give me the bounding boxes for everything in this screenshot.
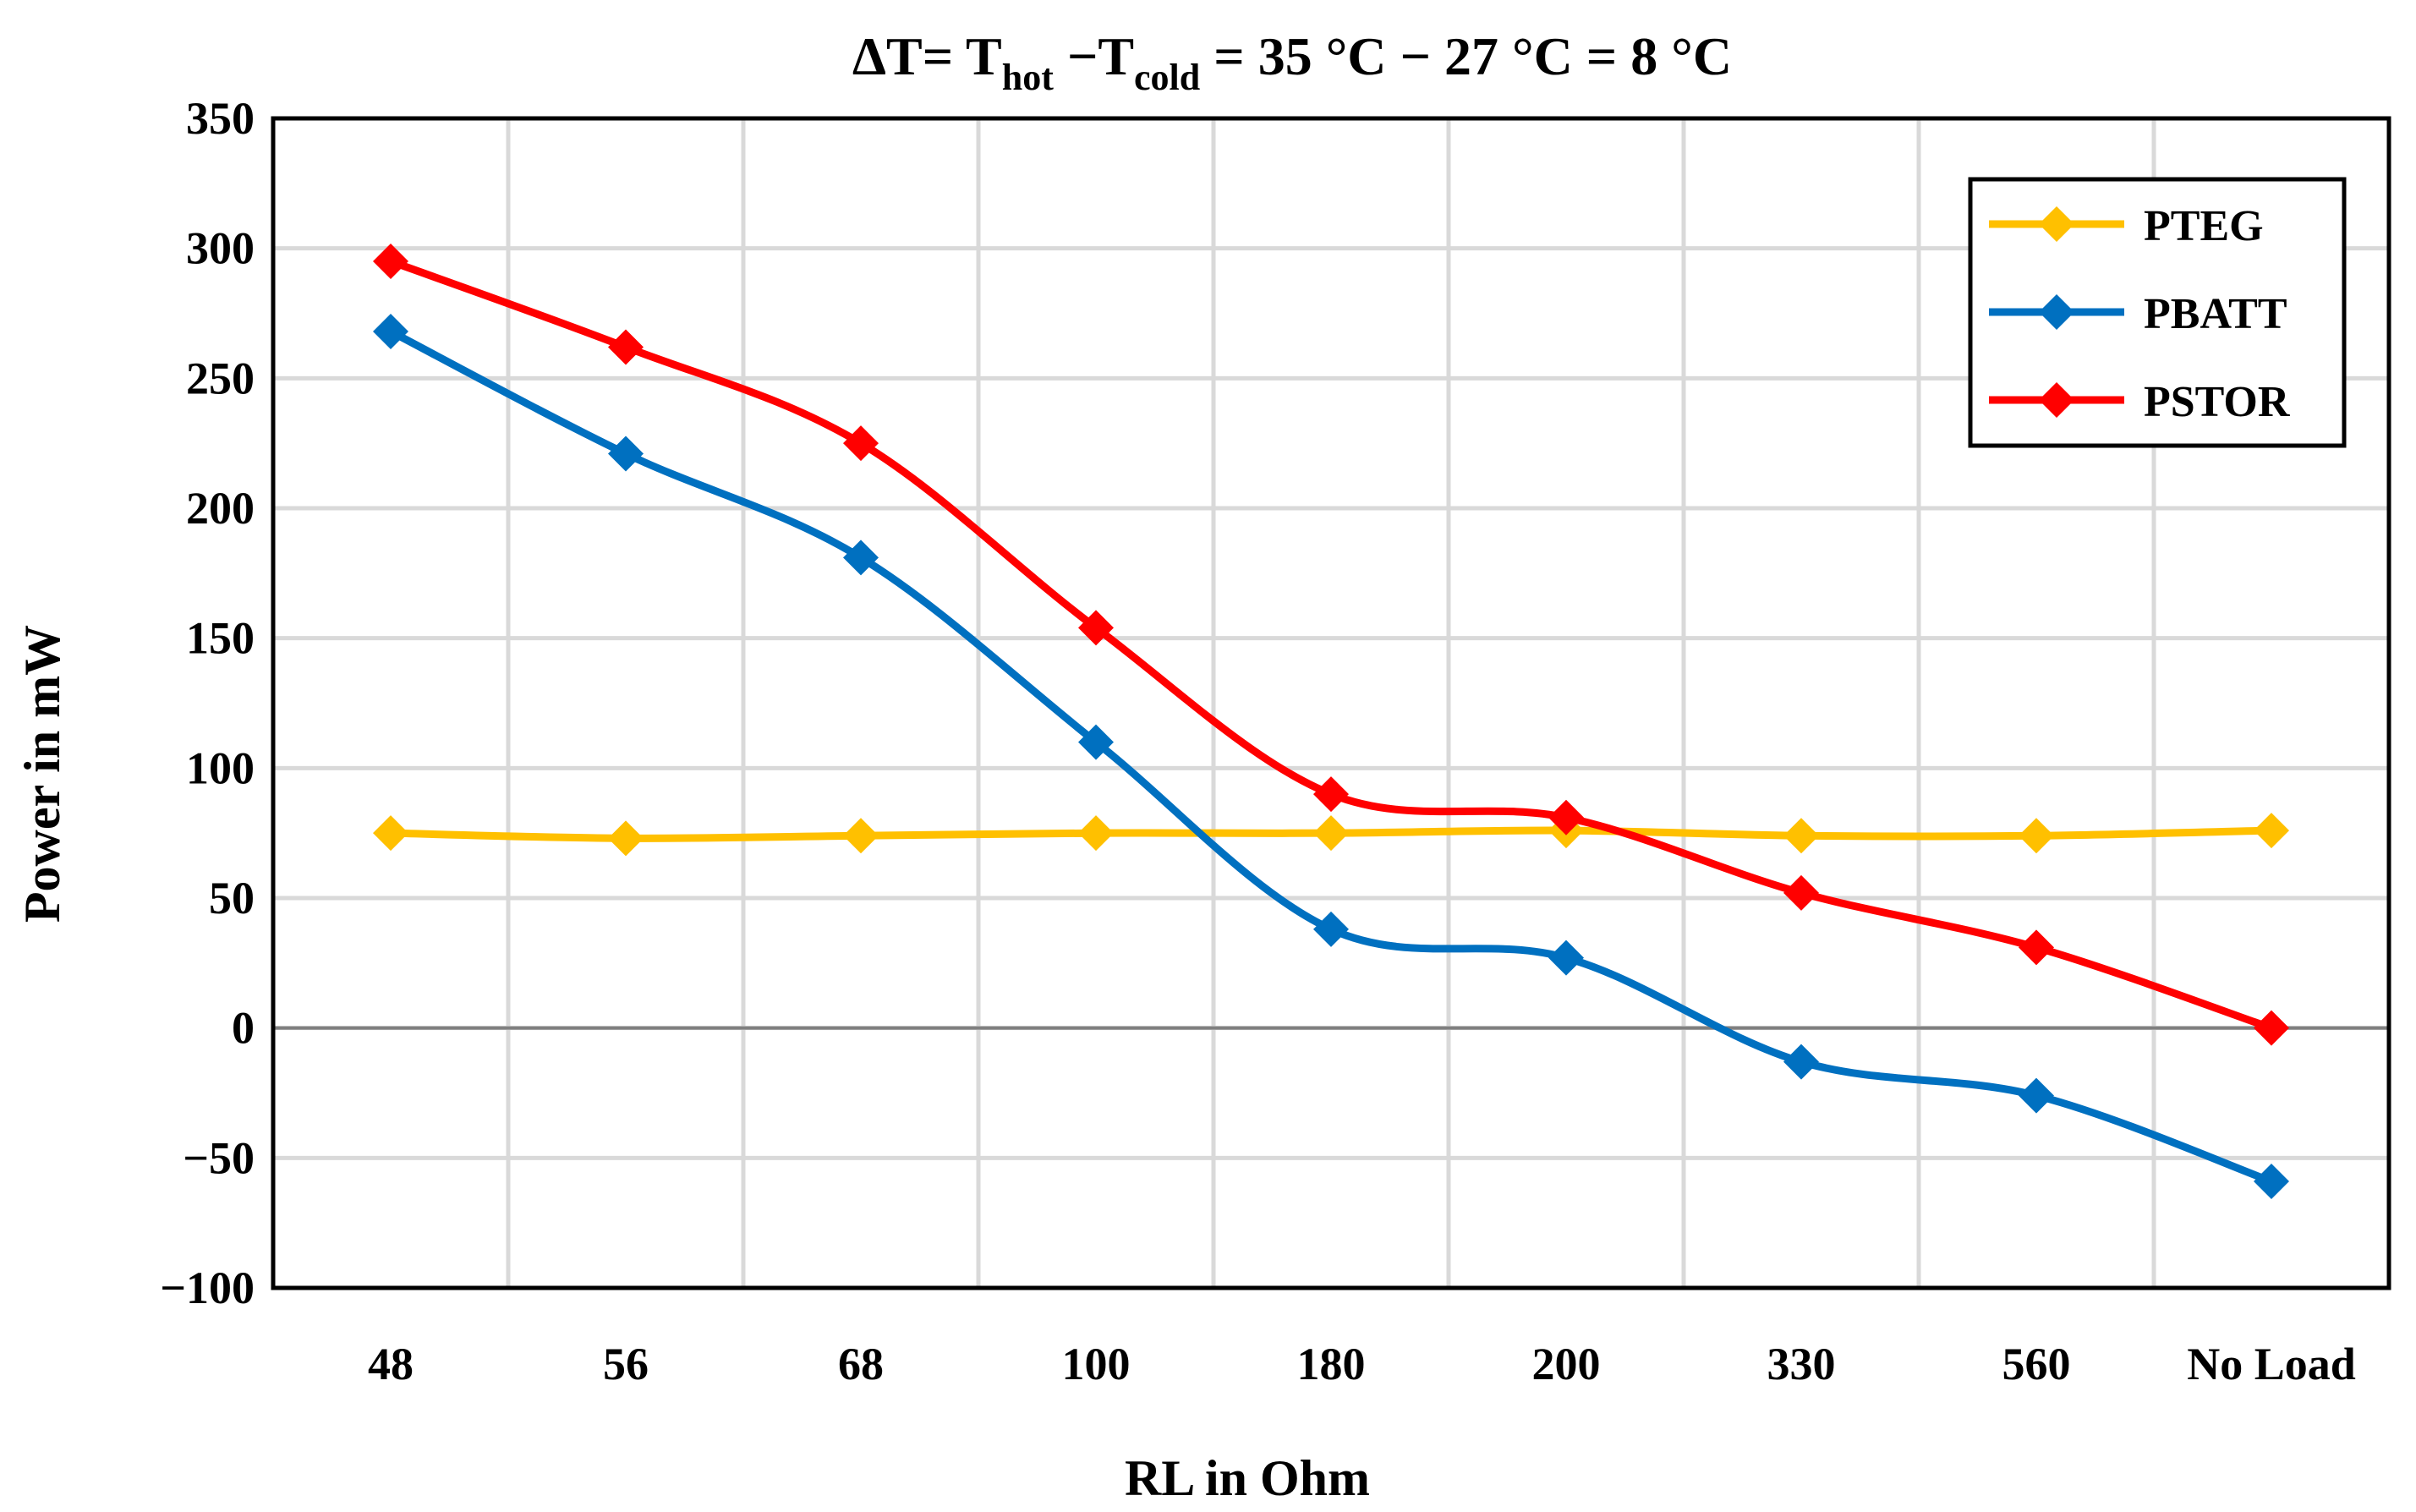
chart-title: ΔT= Thot −Tcold = 35 °C − 27 °C = 8 °C (852, 26, 1732, 98)
x-tick-label: 68 (838, 1339, 884, 1389)
point-pbatt-560 (2019, 1077, 2054, 1114)
x-axis-title: RL in Ohm (1125, 1450, 1370, 1506)
x-tick-label: No Load (2187, 1339, 2356, 1389)
point-pteg-560 (2019, 818, 2054, 854)
y-tick-label: 350 (186, 93, 255, 144)
series-line-pbatt (386, 327, 2276, 1186)
y-tick-label: 250 (186, 353, 255, 403)
point-pstor-200 (1548, 799, 1584, 835)
point-pteg-no-load (2254, 813, 2289, 849)
point-pteg-68 (843, 818, 879, 854)
x-tick-label: 48 (368, 1339, 414, 1389)
y-tick-label: 50 (209, 873, 255, 923)
legend-label-pbatt: PBATT (2144, 290, 2287, 338)
point-pbatt-330 (1783, 1044, 1819, 1080)
y-tick-label: 0 (232, 1003, 255, 1054)
x-tick-label: 560 (2002, 1339, 2071, 1389)
y-tick-label: −100 (160, 1263, 255, 1313)
x-tick-label: 200 (1532, 1339, 1601, 1389)
point-pbatt-180 (1313, 911, 1349, 947)
y-tick-label: 100 (186, 742, 255, 793)
point-pstor-560 (2019, 929, 2054, 966)
point-pteg-180 (1313, 815, 1349, 852)
legend-label-pstor: PSTOR (2144, 378, 2291, 426)
point-pstor-330 (1783, 874, 1819, 911)
point-pstor-68 (843, 425, 879, 462)
point-pteg-48 (373, 815, 408, 852)
y-tick-label: −50 (183, 1132, 255, 1183)
series-group (373, 244, 2289, 1199)
point-pstor-56 (608, 329, 644, 365)
legend: PTEG PBATT PSTOR (1968, 177, 2347, 448)
point-pstor-no-load (2254, 1010, 2289, 1046)
point-pstor-180 (1313, 776, 1349, 813)
y-axis-title: Power in mW (14, 625, 70, 923)
x-tick-label: 180 (1297, 1339, 1366, 1389)
legend-marker-pstor (2039, 382, 2074, 418)
y-tick-label: 300 (186, 223, 255, 274)
tick-labels: −100 −50 0 50 100 150 200 250 300 350 48 56 68 100 180… (160, 93, 2356, 1389)
point-pbatt-48 (373, 314, 408, 350)
legend-marker-pteg (2039, 206, 2074, 242)
series-pbatt (373, 314, 2289, 1199)
plot-border (271, 116, 2391, 1290)
point-pbatt-100 (1078, 724, 1114, 760)
point-pbatt-56 (608, 436, 644, 472)
legend-label-pteg: PTEG (2144, 202, 2264, 250)
legend-marker-pbatt (2039, 294, 2074, 330)
point-pteg-100 (1078, 815, 1114, 852)
grid (273, 116, 2389, 1290)
point-pteg-56 (608, 820, 644, 857)
point-pbatt-no-load (2254, 1163, 2289, 1199)
point-pstor-48 (373, 244, 408, 280)
point-pbatt-200 (1548, 940, 1584, 976)
series-pstor (373, 244, 2289, 1046)
point-pteg-330 (1783, 818, 1819, 854)
point-pbatt-68 (843, 540, 879, 576)
x-tick-label: 100 (1062, 1339, 1131, 1389)
plot-frame (271, 116, 2391, 1290)
y-tick-label: 150 (186, 613, 255, 664)
x-tick-label: 56 (603, 1339, 649, 1389)
x-tick-label: 330 (1767, 1339, 1836, 1389)
y-tick-label: 200 (186, 483, 255, 534)
point-pstor-100 (1078, 610, 1114, 646)
series-pteg (373, 813, 2289, 857)
